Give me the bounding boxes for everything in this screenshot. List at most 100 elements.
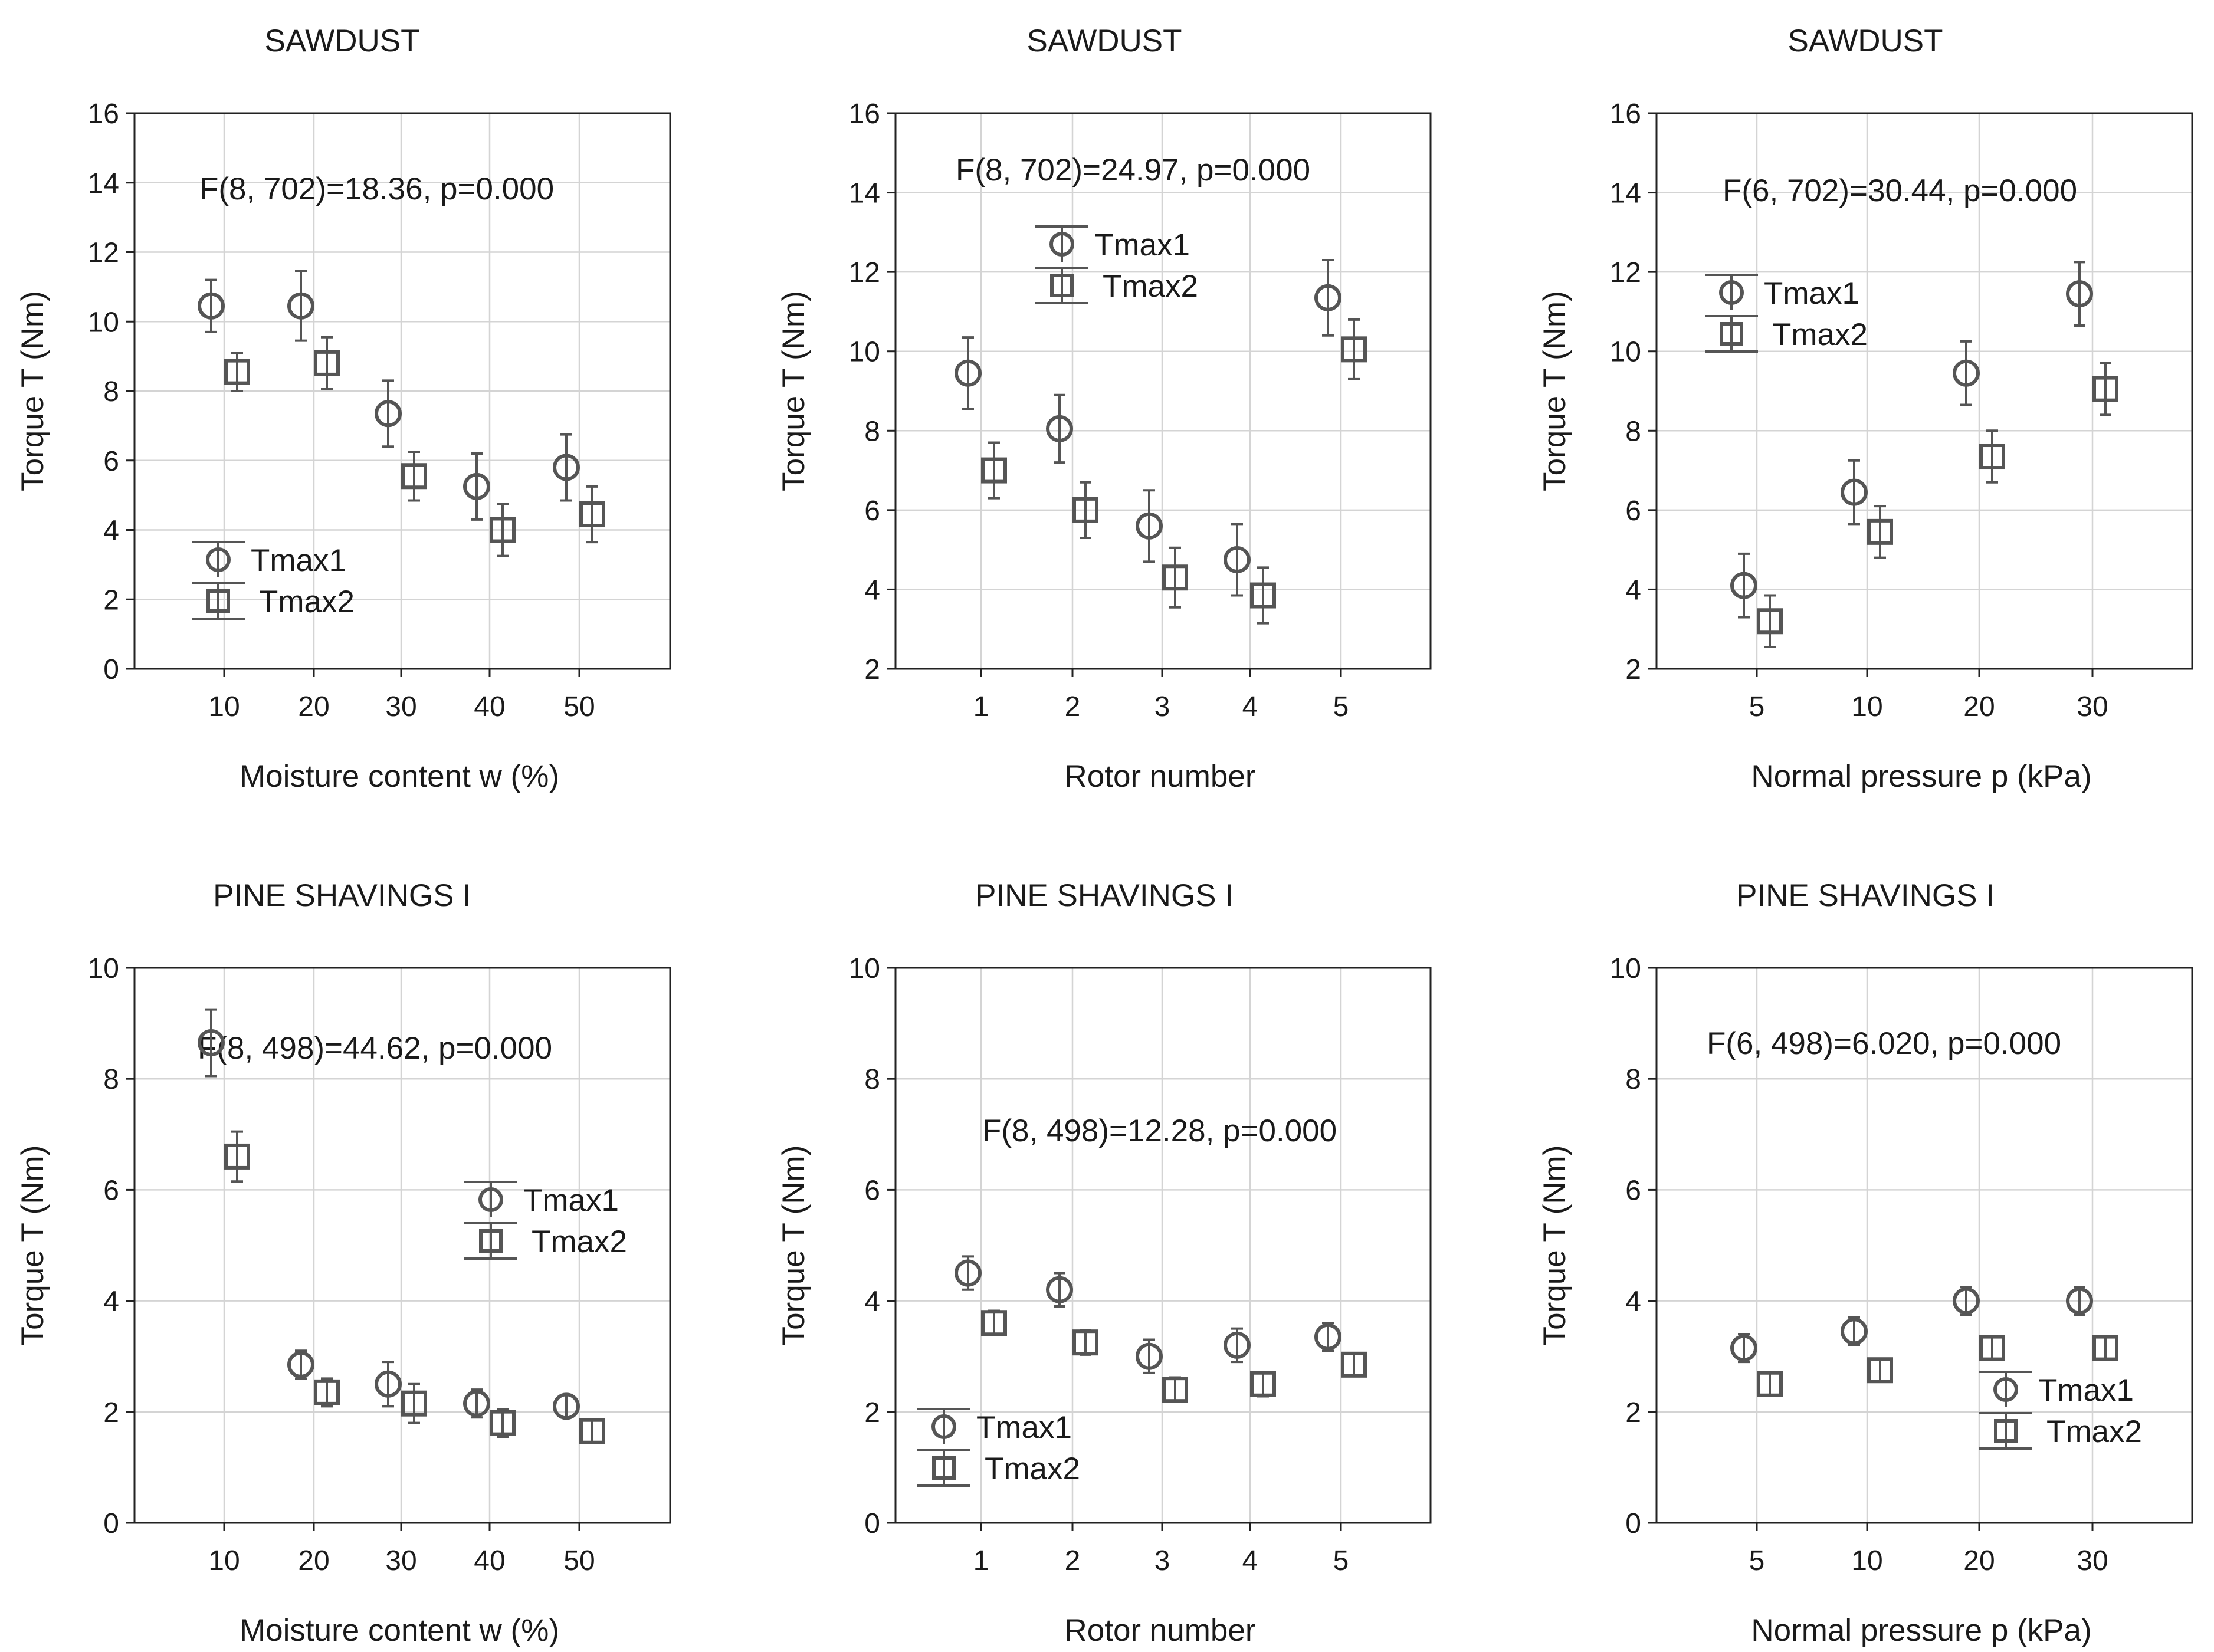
legend-marker-circle (206, 547, 231, 572)
data-point-tmax1 (375, 400, 402, 428)
x-tick-label: 1 (973, 1545, 989, 1577)
data-point-tmax1 (553, 454, 580, 481)
x-tick-label: 30 (385, 691, 416, 722)
data-point-tmax2 (981, 1310, 1007, 1336)
legend: Tmax1 Tmax2 (192, 541, 355, 620)
y-tick-label: 4 (103, 515, 119, 547)
data-point-tmax2 (1072, 497, 1098, 523)
series-tmax2 (981, 1309, 1367, 1403)
legend: Tmax1 Tmax2 (464, 1181, 627, 1260)
data-point-tmax2 (314, 350, 340, 376)
y-tick-label: 10 (1610, 953, 1641, 984)
data-point-tmax1 (1841, 1318, 1868, 1345)
data-point-tmax1 (198, 1029, 225, 1057)
y-tick-label: 8 (103, 1064, 119, 1095)
data-point-tmax2 (1341, 1351, 1367, 1378)
data-point-tmax2 (1162, 564, 1188, 591)
legend-label: Tmax2 (259, 584, 355, 619)
x-tick-label: 2 (1065, 1545, 1081, 1577)
data-point-tmax1 (1314, 1323, 1341, 1351)
data-point-tmax2 (1250, 582, 1276, 609)
y-tick-label: 12 (88, 238, 119, 269)
x-tick-label: 40 (474, 1545, 505, 1577)
chart-panel-1: 0 2 4 6 8 10 12 14 16 10 20 30 40 50 SAWDUST Moisture c… (15, 24, 671, 794)
y-tick-label: 16 (88, 98, 119, 130)
legend-label: Tmax1 (1764, 276, 1859, 311)
y-tick-label: 4 (864, 1286, 880, 1318)
x-tick-label: 10 (208, 1545, 240, 1577)
grid (135, 113, 670, 669)
y-tick-label: 16 (849, 98, 880, 130)
x-tick-label: 20 (298, 691, 329, 722)
x-tick-label: 20 (1963, 1545, 1995, 1577)
y-tick-label: 2 (103, 584, 119, 616)
legend-label: Tmax1 (1094, 228, 1190, 262)
y-tick-label: 6 (864, 1175, 880, 1206)
data-point-tmax1 (1136, 512, 1163, 540)
legend-marker-circle (1719, 280, 1744, 305)
data-point-tmax2 (2092, 1335, 2118, 1361)
x-tick-label: 4 (1242, 691, 1258, 722)
y-tick-label: 0 (1625, 1508, 1641, 1539)
x-tick-label: 5 (1333, 691, 1349, 722)
data-point-tmax2 (314, 1379, 340, 1405)
y-tick-label: 8 (864, 416, 880, 447)
legend-label: Tmax2 (985, 1451, 1080, 1486)
x-tick-label: 40 (474, 691, 505, 722)
data-point-tmax1 (955, 359, 982, 387)
y-tick-label: 2 (103, 1397, 119, 1428)
data-point-tmax2 (1757, 1371, 1783, 1397)
y-tick-label: 10 (88, 953, 119, 984)
y-tick-label: 14 (88, 168, 119, 199)
data-point-tmax2 (1250, 1371, 1276, 1397)
x-tick-label: 5 (1749, 691, 1765, 722)
data-point-tmax2 (490, 1410, 516, 1436)
legend-marker-square (1720, 322, 1743, 346)
legend-marker-circle (1993, 1377, 2018, 1402)
data-point-tmax1 (1224, 546, 1251, 573)
data-point-tmax2 (1072, 1329, 1098, 1356)
plot-frame (133, 967, 671, 1524)
series-tmax2 (224, 336, 605, 557)
y-axis-label: Torque T (Nm) (1537, 1145, 1572, 1346)
x-axis-label: Moisture content w (%) (240, 759, 559, 794)
series-tmax1 (1730, 1286, 2093, 1364)
data-point-tmax1 (955, 1259, 982, 1287)
x-axis-label: Rotor number (1064, 1613, 1255, 1648)
legend: Tmax1 Tmax2 (1979, 1371, 2142, 1450)
y-tick-label: 6 (1625, 1175, 1641, 1206)
data-point-tmax2 (2092, 376, 2118, 402)
x-tick-label: 4 (1242, 1545, 1258, 1577)
data-point-tmax1 (1046, 1276, 1073, 1303)
data-point-tmax1 (463, 1390, 490, 1417)
data-point-tmax1 (1730, 572, 1757, 599)
legend-marker-square (479, 1229, 503, 1253)
chart-panel-3: 2 4 6 8 10 12 14 16 5 10 20 30 SAWDUST Normal pressur… (1537, 24, 2193, 794)
stat-annotation: F(8, 702)=18.36, p=0.000 (199, 172, 554, 206)
data-point-tmax1 (375, 1370, 402, 1398)
y-tick-label: 10 (849, 337, 880, 368)
chart-panel-6: 0 2 4 6 8 10 5 10 20 30 PINE SHAVINGS I Normal pres… (1537, 878, 2193, 1648)
y-tick-label: 6 (103, 446, 119, 477)
y-tick-label: 14 (1610, 178, 1641, 209)
y-tick-label: 2 (864, 1397, 880, 1428)
y-axis-label: Torque T (Nm) (15, 1145, 50, 1346)
x-tick-label: 50 (563, 1545, 595, 1577)
legend: Tmax1 Tmax2 (1705, 274, 1868, 353)
data-point-tmax1 (1046, 415, 1073, 442)
y-tick-label: 4 (1625, 574, 1641, 606)
y-tick-label: 8 (864, 1064, 880, 1095)
grid (896, 113, 1431, 669)
x-tick-label: 3 (1154, 691, 1170, 722)
legend: Tmax1 Tmax2 (917, 1408, 1080, 1487)
x-tick-label: 1 (973, 691, 989, 722)
legend-label: Tmax2 (1103, 269, 1198, 304)
x-tick-label: 10 (1851, 1545, 1882, 1577)
series-tmax2 (981, 318, 1367, 625)
legend-label: Tmax2 (2046, 1414, 2142, 1449)
legend-marker-circle (1049, 232, 1074, 257)
y-tick-label: 16 (1610, 98, 1641, 130)
y-tick-label: 12 (849, 257, 880, 288)
x-axis-label: Normal pressure p (kPa) (1751, 759, 2091, 794)
series-tmax2 (224, 1130, 605, 1444)
